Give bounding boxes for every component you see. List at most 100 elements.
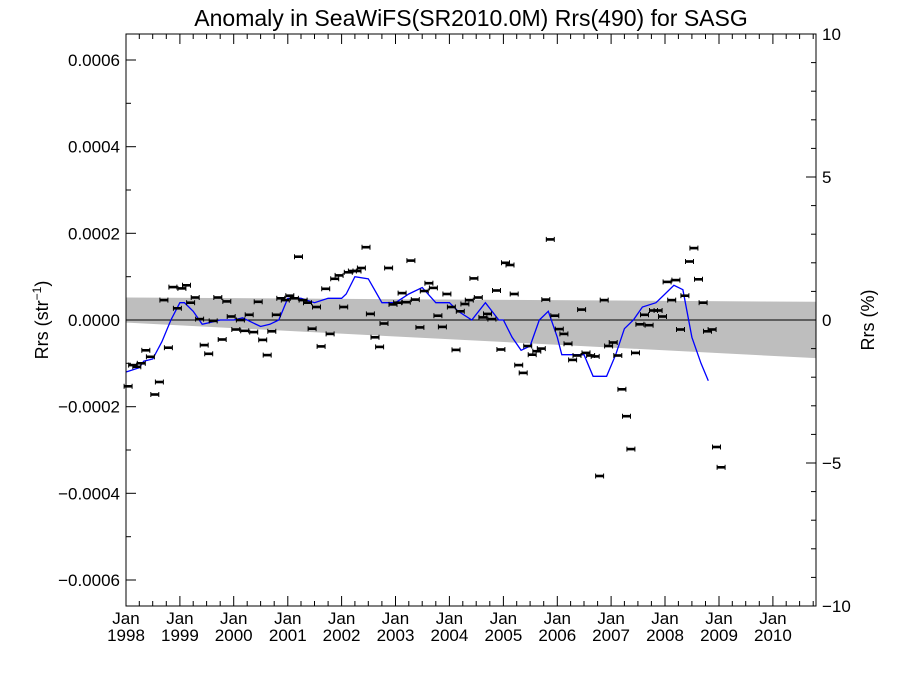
x-tick-label-year: 1998 [107,626,145,645]
anomaly-point [235,317,245,323]
anomaly-point [401,299,411,305]
anomaly-point [271,312,281,318]
anomaly-point [671,277,681,283]
anomaly-point [182,282,191,288]
anomaly-point [514,362,524,368]
anomaly-point [428,285,438,291]
anomaly-point [379,321,389,326]
y-left-tick-label: −0.0006 [58,571,120,590]
anomaly-point [339,304,349,310]
x-tick-label-year: 2005 [484,626,522,645]
anomaly-point [307,326,317,332]
anomaly-point [608,340,618,345]
anomaly-point [572,353,582,358]
anomaly-point [442,291,452,297]
anomaly-point [267,328,277,334]
anomaly-point [590,353,600,359]
monthly-anomaly-points [123,236,726,479]
y-right-tick-label: 0 [822,311,831,330]
anomaly-point [123,383,133,389]
anomaly-point [240,328,250,334]
anomaly-point [473,295,483,300]
anomaly-point [446,304,456,310]
anomaly-point [613,353,623,358]
anomaly-point [689,245,699,251]
anomaly-point [334,272,344,278]
anomaly-point [568,357,578,363]
anomaly-point [262,352,272,358]
y-axis-right-label: Rrs (%) [858,290,878,351]
x-tick-label-month: Jan [274,609,301,628]
anomaly-point [523,343,533,349]
anomaly-point [577,307,587,313]
anomaly-point [550,313,560,319]
anomaly-point [258,337,268,343]
anomaly-point [437,324,447,330]
anomaly-point [698,300,708,306]
anomaly-point [712,444,721,450]
anomaly-point [451,347,461,353]
anomaly-point [415,324,425,330]
y-axis-right: 10 5 0 −5 −10 [806,25,851,616]
anomaly-point [410,297,420,303]
anomaly-point [361,244,371,250]
smoothed-series-line [125,275,709,381]
anomaly-point [244,312,254,318]
anomaly-point [204,351,214,357]
anomaly-point [406,258,416,264]
anomaly-point [433,313,443,319]
anomaly-point [464,297,474,303]
anomaly-point [492,288,501,293]
anomaly-point [658,314,667,319]
anomaly-point [617,386,627,392]
y-right-tick-label: 5 [822,168,831,187]
anomaly-point [595,473,605,479]
anomaly-point [384,265,394,271]
anomaly-point [622,413,631,419]
y-right-tick-label: −10 [822,597,851,616]
anomaly-point [644,322,654,328]
anomaly-point [496,347,506,352]
y-right-tick-label: −5 [822,454,841,473]
x-tick-label-month: Jan [436,609,463,628]
anomaly-point [222,298,232,304]
anomaly-point [424,280,434,286]
anomaly-point [680,293,690,299]
anomaly-point [186,300,196,306]
anomaly-point [626,446,636,452]
x-tick-label-month: Jan [328,609,355,628]
chart-title: Anomaly in SeaWiFS(SR2010.0M) Rrs(490) f… [194,5,747,31]
y-left-tick-label: −0.0004 [58,484,120,503]
anomaly-point [685,259,694,264]
anomaly-point [289,295,299,301]
x-tick-label-year: 2008 [646,626,684,645]
anomaly-point [226,314,236,319]
smoothed-anomaly-line [125,275,709,381]
anomaly-point [375,344,385,350]
anomaly-point [172,305,182,311]
x-tick-label-month: Jan [166,609,193,628]
x-tick-label-month: Jan [705,609,732,628]
x-tick-label-month: Jan [382,609,409,628]
x-tick-label-month: Jan [112,609,139,628]
anomaly-point [518,370,528,376]
anomaly-point [478,314,488,320]
x-axis: Jan1998Jan1999Jan2000Jan2001Jan2002Jan20… [107,34,814,645]
y-axis-left-label: Rrs (str−1) [30,281,52,360]
y-right-tick-label: 10 [822,25,841,44]
anomaly-point [312,304,321,310]
x-tick-label-year: 2001 [269,626,307,645]
anomaly-point [330,276,340,282]
anomaly-point [483,311,492,317]
anomaly-point [487,316,497,322]
uncertainty-band [126,297,816,359]
x-tick-label-month: Jan [597,609,624,628]
anomaly-point [559,331,569,337]
x-tick-label-year: 2009 [700,626,738,645]
anomaly-point [141,347,151,353]
anomaly-point [527,352,537,358]
y-left-tick-label: −0.0002 [58,398,120,417]
anomaly-point [150,392,160,397]
anomaly-point [303,300,312,306]
anomaly-point [716,464,726,470]
